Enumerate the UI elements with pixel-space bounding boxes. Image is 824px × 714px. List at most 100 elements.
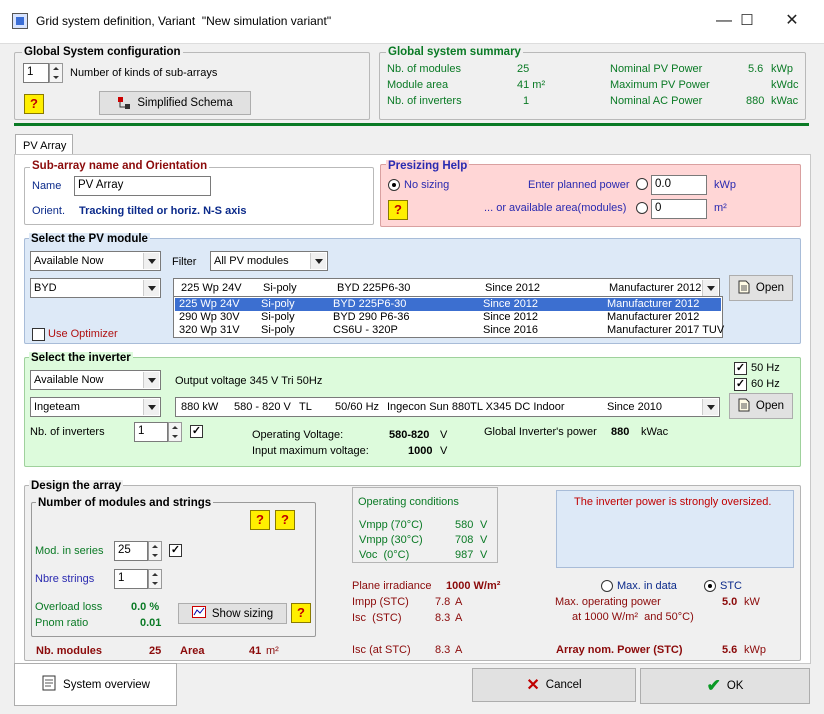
area-unit: m² <box>266 645 279 657</box>
subarrays-input[interactable]: 1 <box>23 63 49 83</box>
sizing-help-button[interactable]: ? <box>291 603 311 623</box>
pv-availability-value: Available Now <box>34 255 104 267</box>
no-sizing-radio[interactable] <box>388 179 400 191</box>
op-voltage-unit: V <box>440 429 448 441</box>
pv-availability-select[interactable]: Available Now <box>30 251 161 271</box>
vmpp70-label: Vmpp (70°C) <box>359 519 423 531</box>
help-icon: ? <box>256 512 264 527</box>
simplified-schema-button[interactable]: Simplified Schema <box>99 91 251 115</box>
mod-series-input[interactable]: 25 <box>114 541 148 561</box>
global-config-help-button[interactable]: ? <box>24 94 44 114</box>
nb-inverters-input[interactable]: 1 <box>134 422 168 442</box>
vmpp30-unit: V <box>480 534 488 546</box>
max-voltage-unit: V <box>440 445 448 457</box>
optimizer-checkbox[interactable] <box>32 328 45 341</box>
inverter-model-select[interactable]: 880 kW 580 - 820 V TL 50/60 Hz Ingecon S… <box>175 397 720 417</box>
pv-module-title: Select the PV module <box>29 233 150 245</box>
max-voltage-label: Input maximum voltage: <box>252 445 369 457</box>
inverter-manufacturer-select[interactable]: Ingeteam <box>30 397 161 417</box>
list-item[interactable]: 290 Wp 30V Si-poly BYD 290 P6-36 Since 2… <box>175 311 721 324</box>
chart-icon <box>191 606 206 621</box>
minimize-button[interactable]: — <box>716 12 732 29</box>
list-item-power: 225 Wp 24V <box>179 298 240 310</box>
close-button[interactable]: ✕ <box>785 12 799 29</box>
max-in-data-radio[interactable] <box>601 580 613 592</box>
vmpp70-value: 580 <box>455 519 474 531</box>
area-modules-label: ... or available area(modules) <box>484 202 627 214</box>
pv-model-select[interactable]: 225 Wp 24V Si-poly BYD 225P6-30 Since 20… <box>173 278 720 298</box>
inv-sel-model: Ingecon Sun 880TL X345 DC Indoor <box>387 401 565 413</box>
name-input[interactable]: PV Array <box>74 176 211 196</box>
area-modules-input[interactable]: 0 <box>651 199 707 219</box>
global-power-unit: kWac <box>641 426 669 438</box>
max-op-power-label: Max. operating power <box>555 596 661 608</box>
ok-label: OK <box>726 680 744 692</box>
pv-open-button[interactable]: Open <box>729 275 793 301</box>
list-item[interactable]: 320 Wp 31V Si-poly CS6U - 320P Since 201… <box>175 324 724 337</box>
list-item-since: Since 2012 <box>483 298 539 310</box>
inverter-open-button[interactable]: Open <box>729 393 793 419</box>
summary-inverters-value: 1 <box>523 95 530 107</box>
hz50-checkbox[interactable]: ✓ <box>734 362 747 375</box>
strings-help-button-1[interactable]: ? <box>250 510 270 530</box>
summary-inverters-label: Nb. of inverters <box>387 95 462 107</box>
strings-help-button-2[interactable]: ? <box>275 510 295 530</box>
nb-inverters-checkbox[interactable]: ✓ <box>190 425 203 438</box>
mod-series-spinner[interactable] <box>148 541 162 561</box>
op-voltage-label: Operating Voltage: <box>252 429 344 441</box>
list-item-tech: Si-poly <box>261 311 295 323</box>
summary-nominal-pv-value: 5.6 <box>748 63 764 75</box>
inverter-availability-select[interactable]: Available Now <box>30 370 161 390</box>
cancel-button[interactable]: ✕ Cancel <box>472 668 636 702</box>
planned-power-radio[interactable] <box>636 178 648 190</box>
help-icon: ? <box>394 202 402 217</box>
nbre-strings-input[interactable]: 1 <box>114 569 148 589</box>
overview-icon <box>41 675 57 694</box>
summary-modules-value: 25 <box>517 63 530 75</box>
list-item-tech: Si-poly <box>261 324 295 336</box>
name-label: Name <box>32 180 62 192</box>
stc-radio[interactable] <box>704 580 716 592</box>
show-sizing-button[interactable]: Show sizing <box>178 603 287 624</box>
ok-button[interactable]: ✔ OK <box>640 668 810 704</box>
subarrays-spinner[interactable] <box>49 63 63 83</box>
global-power-value: 880 <box>611 426 630 438</box>
presizing-help-button[interactable]: ? <box>388 200 408 220</box>
pv-sel-power: 225 Wp 24V <box>181 282 242 294</box>
output-voltage-label: Output voltage 345 V Tri 50Hz <box>175 375 323 387</box>
hz60-checkbox[interactable]: ✓ <box>734 378 747 391</box>
list-item-since: Since 2012 <box>483 311 539 323</box>
isc-at-stc-unit: A <box>455 644 463 656</box>
mod-series-checkbox[interactable]: ✓ <box>169 544 182 557</box>
area-modules-radio[interactable] <box>636 202 648 214</box>
message-text: The inverter power is strongly oversized… <box>574 496 772 508</box>
overload-value: 0.0 % <box>131 601 160 613</box>
planned-power-input[interactable]: 0.0 <box>651 175 707 195</box>
system-overview-button[interactable]: System overview <box>14 663 177 706</box>
filter-select[interactable]: All PV modules <box>210 251 328 271</box>
tab-pv-array-label: PV Array <box>23 140 67 152</box>
stc-label: STC <box>720 580 742 592</box>
system-overview-label: System overview <box>63 678 150 691</box>
nbre-strings-spinner[interactable] <box>148 569 162 589</box>
inverter-open-label: Open <box>755 400 785 412</box>
list-item-mfr: Manufacturer 2012 <box>607 298 700 310</box>
isc-at-stc-label: Isc (at STC) <box>352 644 411 656</box>
nb-inverters-spinner[interactable] <box>168 422 182 442</box>
inverter-manufacturer-value: Ingeteam <box>34 401 80 413</box>
tab-pv-array[interactable]: PV Array <box>15 134 73 155</box>
list-item[interactable]: 225 Wp 24V Si-poly BYD 225P6-30 Since 20… <box>175 298 721 311</box>
inv-sel-tl: TL <box>299 401 312 413</box>
maximize-button[interactable]: ☐ <box>740 12 754 29</box>
summary-nominal-pv-unit: kWp <box>771 63 793 75</box>
mod-series-label: Mod. in series <box>35 545 104 557</box>
plane-irradiance-label: Plane irradiance <box>352 580 432 592</box>
inv-sel-freq: 50/60 Hz <box>335 401 380 413</box>
subarrays-label: Number of kinds of sub-arrays <box>70 67 218 79</box>
summary-area-label: Module area <box>387 79 449 91</box>
planned-power-unit: kWp <box>714 179 736 191</box>
pv-manufacturer-select[interactable]: BYD <box>30 278 161 298</box>
help-icon: ? <box>281 512 289 527</box>
max-in-data-label: Max. in data <box>617 580 677 592</box>
check-icon: ✔ <box>706 676 721 695</box>
